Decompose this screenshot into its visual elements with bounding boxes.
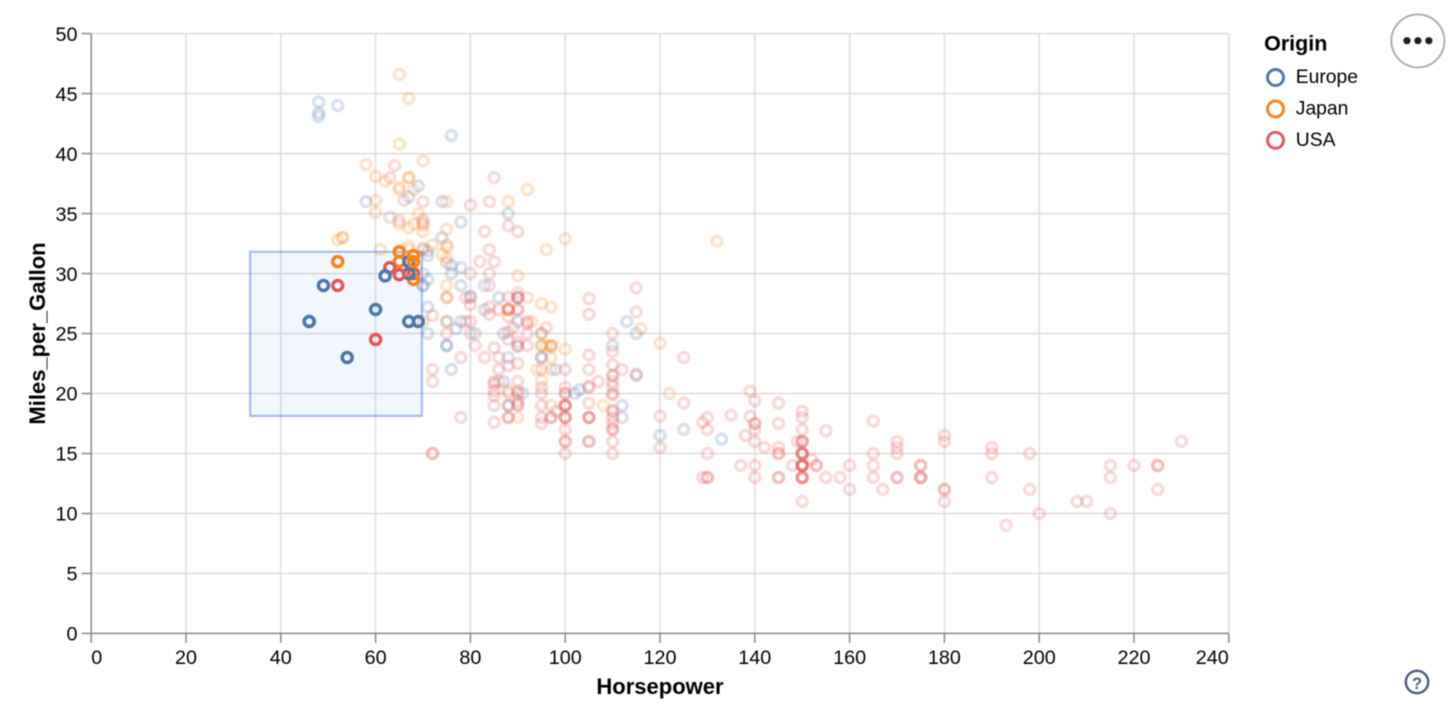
svg-text:10: 10 xyxy=(55,504,77,526)
svg-text:0: 0 xyxy=(66,624,77,646)
svg-text:5: 5 xyxy=(66,564,77,586)
svg-text:Origin: Origin xyxy=(1264,32,1327,56)
svg-text:120: 120 xyxy=(643,647,676,669)
svg-text:140: 140 xyxy=(738,647,771,669)
svg-text:60: 60 xyxy=(365,647,387,669)
svg-text:40: 40 xyxy=(55,144,77,166)
svg-text:35: 35 xyxy=(55,204,77,226)
svg-text:Horsepower: Horsepower xyxy=(596,674,724,699)
svg-text:180: 180 xyxy=(928,647,961,669)
svg-text:240: 240 xyxy=(1196,647,1229,669)
svg-text:Japan: Japan xyxy=(1296,99,1349,120)
svg-text:20: 20 xyxy=(175,647,197,669)
svg-text:80: 80 xyxy=(459,647,481,669)
svg-text:Europe: Europe xyxy=(1296,67,1358,88)
svg-text:30: 30 xyxy=(55,264,77,286)
svg-text:45: 45 xyxy=(55,84,77,106)
svg-text:0: 0 xyxy=(91,647,102,669)
svg-text:20: 20 xyxy=(55,384,77,406)
svg-text:25: 25 xyxy=(55,324,77,346)
svg-text:200: 200 xyxy=(1023,647,1056,669)
svg-text:160: 160 xyxy=(833,647,866,669)
svg-text:USA: USA xyxy=(1296,130,1336,151)
svg-text:40: 40 xyxy=(270,647,292,669)
svg-text:50: 50 xyxy=(55,24,77,46)
svg-text:Miles_per_Gallon: Miles_per_Gallon xyxy=(25,242,50,424)
svg-text:220: 220 xyxy=(1117,647,1150,669)
svg-text:100: 100 xyxy=(549,647,582,669)
svg-text:15: 15 xyxy=(55,444,77,466)
svg-text:?: ? xyxy=(1412,675,1422,693)
